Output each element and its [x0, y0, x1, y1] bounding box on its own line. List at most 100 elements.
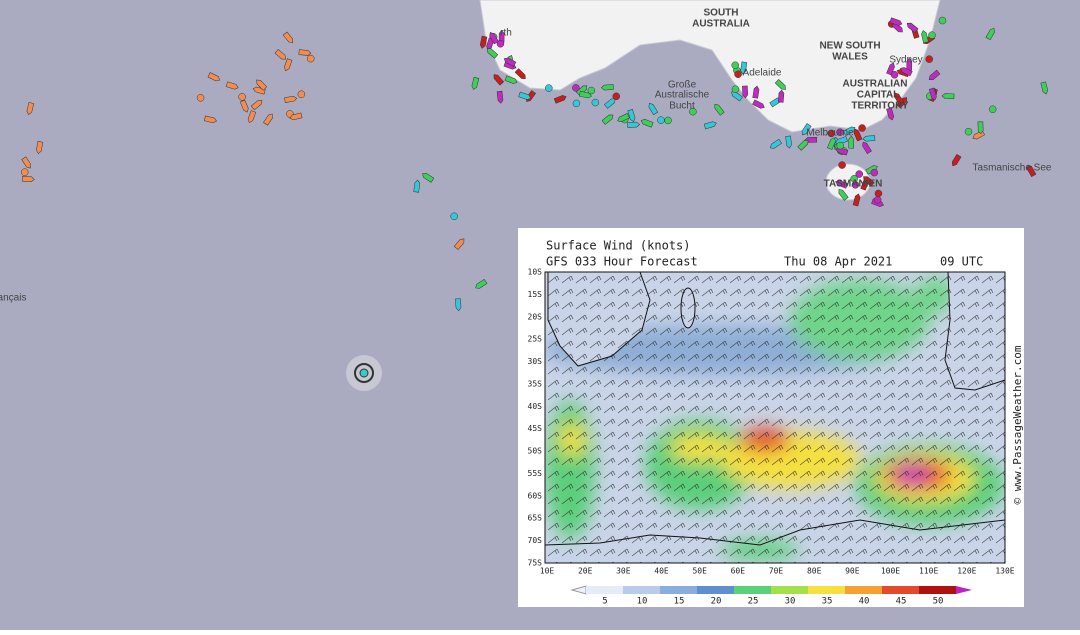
- colorbar-bin: [771, 586, 808, 594]
- ship: [282, 31, 293, 44]
- ship: [977, 121, 984, 135]
- ship: [471, 76, 480, 90]
- ship: [545, 84, 553, 92]
- ship: [925, 55, 933, 63]
- lat-label: 50S: [528, 447, 543, 456]
- ship: [289, 112, 303, 121]
- ship: [988, 105, 997, 114]
- ship: [797, 139, 809, 151]
- ship: [640, 119, 654, 128]
- ship: [938, 16, 947, 25]
- colorbar-label: 40: [859, 597, 870, 607]
- inset-title: Surface Wind (knots): [546, 239, 691, 253]
- colorbar-bin: [623, 586, 660, 594]
- lon-label: 40E: [654, 567, 669, 576]
- wind-plot: [545, 272, 1005, 563]
- ship: [873, 196, 882, 204]
- ship: [453, 238, 465, 250]
- colorbar-label: 45: [896, 597, 907, 607]
- ship: [777, 89, 785, 103]
- ship: [479, 35, 488, 49]
- ship: [612, 92, 620, 101]
- map-label: TERRITORY: [851, 101, 909, 112]
- ship: [827, 129, 836, 138]
- lat-label: 10S: [528, 268, 543, 277]
- ship: [852, 193, 861, 207]
- ship: [928, 87, 937, 101]
- ship: [413, 179, 421, 193]
- ship: [627, 109, 636, 122]
- colorbar-label: 50: [933, 597, 944, 607]
- ship: [889, 17, 903, 26]
- lat-label: 20S: [528, 312, 543, 321]
- ship: [579, 90, 592, 99]
- ship: [648, 102, 659, 116]
- lon-label: 130E: [995, 567, 1014, 576]
- lon-label: 90E: [845, 567, 860, 576]
- ship: [890, 71, 899, 79]
- vessel-target: [346, 355, 382, 391]
- ship: [455, 298, 462, 312]
- lon-label: 30E: [616, 567, 631, 576]
- lat-label: 30S: [528, 357, 543, 366]
- colorbar-bin: [660, 586, 697, 594]
- lat-label: 15S: [528, 290, 543, 299]
- ship: [838, 161, 846, 169]
- ship: [1040, 81, 1049, 95]
- ship: [664, 116, 672, 125]
- ship: [21, 175, 35, 183]
- map-label: CAPITAL: [857, 90, 900, 101]
- ship: [714, 103, 725, 116]
- ship: [263, 113, 273, 126]
- ship: [576, 85, 588, 97]
- australia: [479, 0, 941, 133]
- ship: [863, 176, 875, 187]
- ship: [225, 81, 239, 90]
- ship: [964, 127, 973, 136]
- ship: [734, 70, 742, 78]
- map-label: Australische: [655, 90, 710, 101]
- ship: [475, 278, 488, 289]
- ship: [774, 79, 786, 90]
- ship: [496, 39, 505, 48]
- ship: [928, 69, 941, 80]
- ship: [207, 72, 221, 82]
- lat-label: 45S: [528, 424, 543, 433]
- colorbar-label: 35: [822, 597, 833, 607]
- ship: [928, 31, 936, 39]
- inset-date: Thu 08 Apr 2021: [784, 255, 892, 269]
- colorbar-label: 5: [602, 597, 607, 607]
- map-label: Melbourne: [806, 128, 854, 139]
- ship: [874, 189, 883, 198]
- ship: [769, 138, 783, 149]
- ship: [284, 58, 293, 72]
- ship: [689, 107, 697, 116]
- map-label: NEW SOUTH: [819, 41, 880, 52]
- ship: [1026, 164, 1037, 177]
- colorbar-label: 20: [711, 597, 722, 607]
- map-label: TASMANIEN: [824, 179, 883, 190]
- wind-barbs: [545, 272, 1005, 563]
- ship: [827, 137, 836, 150]
- target-ring: [354, 363, 374, 383]
- map-label: Bucht: [669, 101, 695, 112]
- lat-label: 60S: [528, 491, 543, 500]
- ship: [862, 141, 872, 154]
- ship: [297, 90, 306, 99]
- ship: [572, 99, 581, 108]
- colorbar-bin: [808, 586, 845, 594]
- ship: [886, 107, 895, 121]
- ship: [951, 154, 962, 167]
- lon-label: 80E: [807, 567, 822, 576]
- inset-credit: © www.PassageWeather.com: [1011, 345, 1024, 504]
- ship: [785, 135, 792, 149]
- ship: [20, 168, 29, 176]
- ship: [504, 75, 518, 84]
- ship: [838, 188, 849, 201]
- colorbar-label: 15: [674, 597, 685, 607]
- ship: [850, 175, 858, 183]
- ship: [518, 91, 532, 100]
- ship: [600, 84, 614, 91]
- ship: [503, 57, 517, 67]
- lat-label: 70S: [528, 536, 543, 545]
